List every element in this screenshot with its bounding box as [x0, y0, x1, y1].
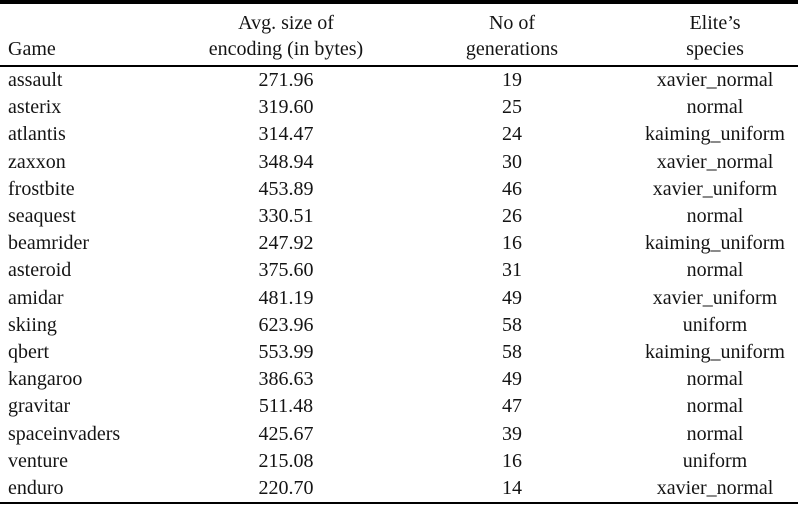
table-row: assault 271.96 19 xavier_normal	[0, 66, 798, 94]
table-row: kangaroo 386.63 49 normal	[0, 366, 798, 393]
cell-elites-species: uniform	[682, 313, 748, 336]
table-row: spaceinvaders 425.67 39 normal	[0, 421, 798, 448]
column-header-avg-line1: Avg. size of	[238, 12, 334, 34]
table-row: asterix 319.60 25 normal	[0, 94, 798, 121]
column-header-generations-line1: No of	[488, 12, 536, 34]
column-header-avg-line2: encoding (in bytes)	[208, 38, 364, 60]
cell-avg-encoding-size: 220.70	[258, 477, 314, 500]
cell-game: asterix	[8, 96, 62, 119]
cell-no-of-generations: 26	[502, 205, 522, 228]
column-header-game: Game	[0, 2, 180, 67]
table-row: atlantis 314.47 24 kaiming_uniform	[0, 121, 798, 148]
cell-no-of-generations: 14	[502, 477, 522, 500]
cell-no-of-generations: 58	[502, 313, 522, 336]
column-header-species-line2: species	[686, 38, 744, 60]
cell-elites-species: normal	[686, 96, 744, 119]
cell-elites-species: kaiming_uniform	[645, 232, 785, 255]
table-header: Game Avg. size of encoding (in bytes) No…	[0, 2, 798, 67]
header-row: Game Avg. size of encoding (in bytes) No…	[0, 2, 798, 67]
cell-avg-encoding-size: 348.94	[258, 150, 314, 173]
cell-elites-species: xavier_normal	[656, 150, 774, 173]
column-header-species-line1: Elite’s	[689, 12, 741, 34]
table-row: frostbite 453.89 46 xavier_uniform	[0, 176, 798, 203]
cell-avg-encoding-size: 215.08	[258, 449, 314, 472]
cell-avg-encoding-size: 511.48	[258, 395, 314, 418]
cell-elites-species: normal	[686, 368, 744, 391]
cell-elites-species: uniform	[682, 449, 748, 472]
table-row: enduro 220.70 14 xavier_normal	[0, 475, 798, 503]
cell-avg-encoding-size: 319.60	[258, 96, 314, 119]
cell-elites-species: xavier_normal	[656, 69, 774, 91]
cell-no-of-generations: 49	[502, 368, 522, 391]
cell-no-of-generations: 19	[502, 69, 522, 91]
cell-avg-encoding-size: 247.92	[258, 232, 314, 255]
cell-no-of-generations: 16	[502, 449, 522, 472]
cell-game: skiing	[8, 313, 57, 336]
cell-game: beamrider	[8, 232, 90, 255]
cell-avg-encoding-size: 330.51	[258, 205, 314, 228]
table-body: assault 271.96 19 xavier_normal asterix 319.6…	[0, 66, 798, 503]
cell-game: gravitar	[8, 395, 71, 418]
cell-no-of-generations: 49	[502, 286, 522, 309]
cell-no-of-generations: 31	[502, 259, 522, 282]
table-row: asteroid 375.60 31 normal	[0, 257, 798, 284]
table-row: qbert 553.99 58 kaiming_uniform	[0, 339, 798, 366]
cell-avg-encoding-size: 314.47	[258, 123, 314, 146]
cell-game: zaxxon	[8, 150, 66, 173]
cell-game: enduro	[8, 477, 64, 500]
cell-no-of-generations: 39	[502, 422, 522, 445]
table-row: beamrider 247.92 16 kaiming_uniform	[0, 230, 798, 257]
cell-elites-species: xavier_normal	[656, 477, 774, 500]
cell-elites-species: normal	[686, 395, 744, 418]
cell-game: asteroid	[8, 259, 72, 282]
cell-avg-encoding-size: 553.99	[258, 341, 314, 364]
cell-game: kangaroo	[8, 368, 83, 391]
cell-game: spaceinvaders	[8, 422, 121, 445]
cell-no-of-generations: 25	[502, 96, 522, 119]
column-header-generations-line2: generations	[465, 38, 559, 60]
table-row: skiing 623.96 58 uniform	[0, 312, 798, 339]
table-row: amidar 481.19 49 xavier_uniform	[0, 285, 798, 312]
table-row: seaquest 330.51 26 normal	[0, 203, 798, 230]
cell-avg-encoding-size: 481.19	[258, 286, 314, 309]
cell-game: venture	[8, 449, 68, 472]
cell-elites-species: xavier_uniform	[652, 177, 778, 200]
cell-elites-species: normal	[686, 205, 744, 228]
cell-elites-species: normal	[686, 259, 744, 282]
cell-avg-encoding-size: 453.89	[258, 177, 314, 200]
cell-elites-species: kaiming_uniform	[645, 341, 785, 364]
cell-elites-species: xavier_uniform	[652, 286, 778, 309]
cell-avg-encoding-size: 271.96	[258, 69, 314, 91]
column-header-elites-species: Elite’s species	[632, 2, 798, 67]
cell-game: seaquest	[8, 205, 76, 228]
cell-no-of-generations: 46	[502, 177, 522, 200]
table-row: venture 215.08 16 uniform	[0, 448, 798, 475]
cell-avg-encoding-size: 386.63	[258, 368, 314, 391]
cell-no-of-generations: 47	[502, 395, 522, 418]
column-header-no-of-generations: No of generations	[392, 2, 632, 67]
cell-no-of-generations: 16	[502, 232, 522, 255]
cell-game: frostbite	[8, 177, 75, 200]
cell-avg-encoding-size: 375.60	[258, 259, 314, 282]
cell-game: qbert	[8, 341, 50, 364]
cell-avg-encoding-size: 623.96	[258, 313, 314, 336]
column-header-avg-encoding-size: Avg. size of encoding (in bytes)	[180, 2, 392, 67]
table-row: gravitar 511.48 47 normal	[0, 393, 798, 420]
cell-avg-encoding-size: 425.67	[258, 422, 314, 445]
cell-no-of-generations: 30	[502, 150, 522, 173]
cell-game: amidar	[8, 286, 64, 309]
cell-game: atlantis	[8, 123, 66, 146]
table-row: zaxxon 348.94 30 xavier_normal	[0, 149, 798, 176]
cell-elites-species: kaiming_uniform	[645, 123, 785, 146]
cell-no-of-generations: 24	[502, 123, 522, 146]
cell-game: assault	[8, 69, 63, 91]
cell-elites-species: normal	[686, 422, 744, 445]
column-header-game-label: Game	[8, 38, 56, 60]
cell-no-of-generations: 58	[502, 341, 522, 364]
